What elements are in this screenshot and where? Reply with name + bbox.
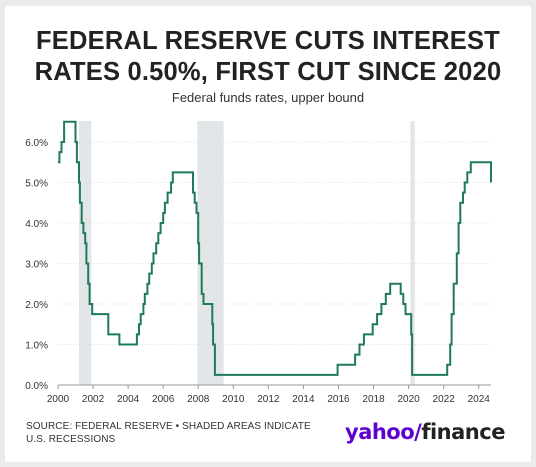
y-tick-label: 0.0% (25, 381, 48, 392)
x-tick-label: 2020 (397, 394, 420, 405)
x-tick-label: 2010 (222, 394, 245, 405)
x-tick-label: 2018 (362, 394, 385, 405)
source-note: SOURCE: FEDERAL RESERVE • SHADED AREAS I… (26, 420, 326, 446)
x-tick-label: 2022 (433, 394, 456, 405)
logo-finance: finance (421, 420, 505, 444)
recession-band-2 (410, 121, 415, 385)
chart-title-line2: RATES 0.50%, FIRST CUT SINCE 2020 (34, 58, 502, 86)
y-tick-label: 1.0% (25, 341, 48, 352)
y-tick-label: 5.0% (25, 179, 48, 190)
recession-band-1 (197, 121, 224, 385)
series-lines (58, 120, 492, 376)
x-tick-label: 2006 (152, 394, 175, 405)
x-tick-label: 2016 (327, 394, 350, 405)
x-tick-label: 2004 (117, 394, 140, 405)
yahoo-finance-logo: yahoo/finance (345, 420, 505, 444)
y-tick-label: 6.0% (25, 138, 48, 149)
y-tick-label: 4.0% (25, 219, 48, 230)
recession-band-0 (79, 121, 92, 385)
chart-title-line1: FEDERAL RESERVE CUTS INTEREST (36, 27, 500, 55)
y-tick-label: 2.0% (25, 300, 48, 311)
x-tick-label: 2012 (257, 394, 280, 405)
x-tick-label: 2002 (82, 394, 105, 405)
x-axis-ticks: 2000 2002 2004 2006 2008 2010 2012 2014 2016 2018… (47, 385, 490, 405)
recession-shading (79, 121, 415, 385)
gridlines (58, 141, 491, 386)
fed-funds-rate-line-0 (58, 120, 492, 376)
source-line1: SOURCE: FEDERAL RESERVE • SHADED AREAS I… (26, 421, 311, 432)
x-tick-label: 2024 (468, 394, 491, 405)
y-tick-label: 3.0% (25, 260, 48, 271)
source-line2: U.S. RECESSIONS (26, 434, 116, 445)
logo-yahoo: yahoo/ (345, 420, 422, 444)
x-tick-label: 2014 (292, 394, 315, 405)
chart-title: FEDERAL RESERVE CUTS INTEREST RATES 0.50%… (0, 26, 536, 88)
x-tick-label: 2008 (187, 394, 210, 405)
x-tick-label: 2000 (47, 394, 70, 405)
y-axis-ticks: 0.0% 1.0% 2.0% 3.0% 4.0% 5.0% 6.0% (25, 138, 48, 392)
chart-subtitle: Federal funds rates, upper bound (171, 90, 365, 105)
